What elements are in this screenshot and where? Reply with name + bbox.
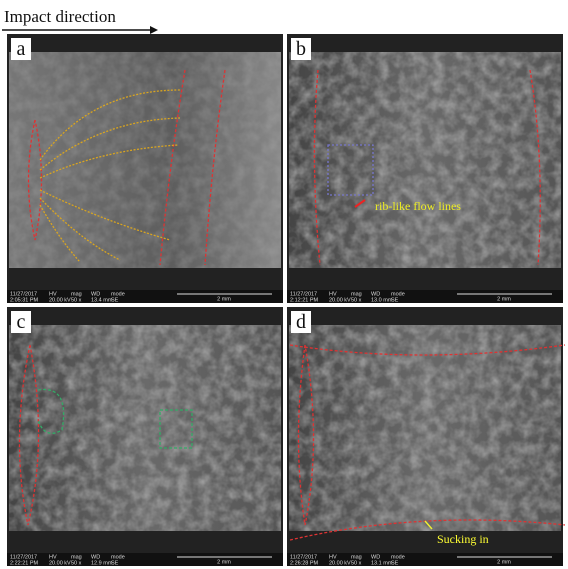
info-value: 50 x: [71, 561, 82, 567]
info-header: mag: [351, 292, 362, 298]
info-bar: [287, 290, 563, 303]
info-header: HV: [49, 555, 57, 561]
info-header: WD: [91, 555, 100, 561]
info-header: mag: [71, 292, 82, 298]
scale-label: 2 mm: [217, 560, 231, 566]
info-value: 13.4 mm: [91, 298, 113, 304]
annotation: Sucking in: [437, 532, 489, 546]
info-bar: [287, 553, 563, 566]
info-value: 50 x: [351, 298, 362, 304]
label-box: [11, 38, 31, 60]
info-header: mode: [391, 555, 405, 561]
info-header: HV: [49, 292, 57, 298]
info-header: mode: [391, 292, 405, 298]
date: 11/27/2017: [290, 292, 317, 298]
time: 2:12:21 PM: [290, 298, 319, 304]
info-header: WD: [371, 555, 380, 561]
label-box: [291, 311, 311, 333]
texture: [9, 52, 281, 268]
info-bar: [7, 553, 283, 566]
info-value: SE: [111, 561, 119, 567]
info-value: 50 x: [351, 561, 362, 567]
label-box: [291, 38, 311, 60]
texture: [9, 325, 281, 531]
scale-label: 2 mm: [497, 560, 511, 566]
date: 11/27/2017: [10, 292, 37, 298]
label-box: [11, 311, 31, 333]
texture: [289, 52, 561, 268]
info-value: SE: [111, 298, 119, 304]
info-bar: [7, 290, 283, 303]
info-header: WD: [371, 292, 380, 298]
info-value: 13.1 mm: [371, 561, 393, 567]
info-header: mag: [71, 555, 82, 561]
info-value: 50 x: [71, 298, 82, 304]
panel-label: b: [296, 38, 306, 60]
info-value: 12.9 mm: [91, 561, 113, 567]
overlays: [18, 69, 566, 541]
info-header: HV: [329, 292, 337, 298]
annotation: rib-like flow lines: [375, 199, 461, 213]
info-header: mag: [351, 555, 362, 561]
info-value: 13.0 mm: [371, 298, 393, 304]
title: Impact direction: [4, 7, 116, 26]
info-value: 20.00 kV: [329, 298, 351, 304]
time: 2:22:21 PM: [10, 561, 39, 567]
date: 11/27/2017: [10, 555, 37, 561]
info-header: HV: [329, 555, 337, 561]
texture: [289, 325, 561, 531]
time: 2:05:31 PM: [10, 298, 39, 304]
arrow-head: [150, 26, 158, 34]
panel-label: a: [17, 38, 26, 60]
info-value: 20.00 kV: [329, 561, 351, 567]
info-value: 20.00 kV: [49, 561, 71, 567]
info-value: SE: [391, 561, 399, 567]
scale-label: 2 mm: [217, 297, 231, 303]
panel-label: d: [296, 311, 306, 333]
info-value: 20.00 kV: [49, 298, 71, 304]
date: 11/27/2017: [290, 555, 317, 561]
info-header: mode: [111, 555, 125, 561]
panel-label: c: [17, 311, 26, 333]
time: 2:26:28 PM: [290, 561, 319, 567]
scale-label: 2 mm: [497, 297, 511, 303]
info-value: SE: [391, 298, 399, 304]
info-header: mode: [111, 292, 125, 298]
info-header: WD: [91, 292, 100, 298]
